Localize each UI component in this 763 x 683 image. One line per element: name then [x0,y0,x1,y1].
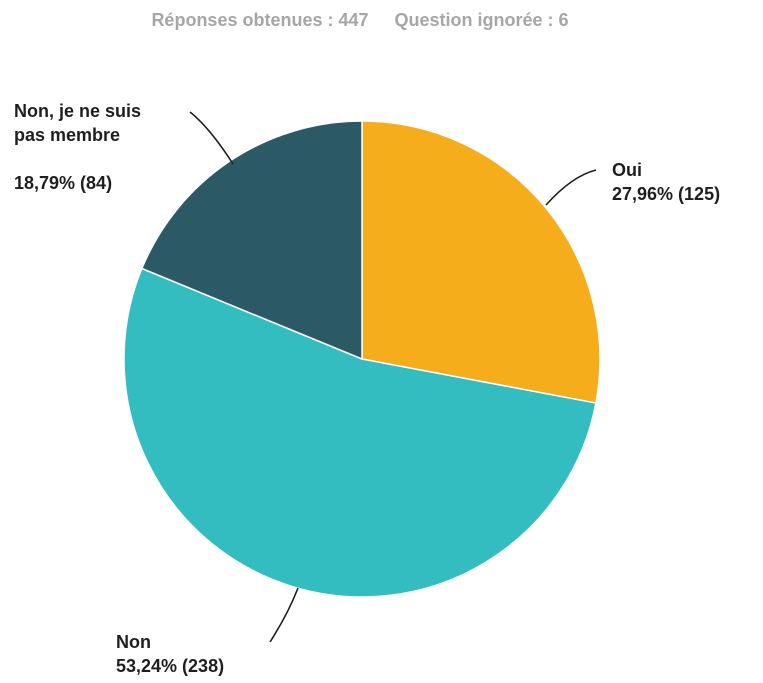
pie-slice-non[interactable] [123,267,597,598]
slice-label-non-je-ne-suis-pas-membre-line-1: Non, je ne suis [14,101,141,121]
slice-value-oui: 27,96% (125) [612,184,720,204]
leader-line-oui [545,169,597,206]
leader-line-non [269,587,299,643]
response-summary: Réponses obtenues : 447 Question ignorée … [0,10,720,31]
slice-label-non-line-1: Non [116,632,151,652]
slice-value-non-je-ne-suis-pas-membre: 18,79% (84) [14,173,112,193]
slice-value-non: 53,24% (238) [116,656,224,676]
pie-slice-non-je-ne-suis-pas-membre[interactable] [140,120,363,361]
leader-line-non-je-ne-suis-pas-membre [189,111,234,165]
slice-label-non-je-ne-suis-pas-membre-line-2: pas membre [14,125,120,145]
pie-slice-oui[interactable] [361,120,601,404]
skipped-count: Question ignorée : 6 [394,10,569,30]
slice-label-oui-line-1: Oui [612,160,642,180]
responses-count: Réponses obtenues : 447 [151,10,369,30]
